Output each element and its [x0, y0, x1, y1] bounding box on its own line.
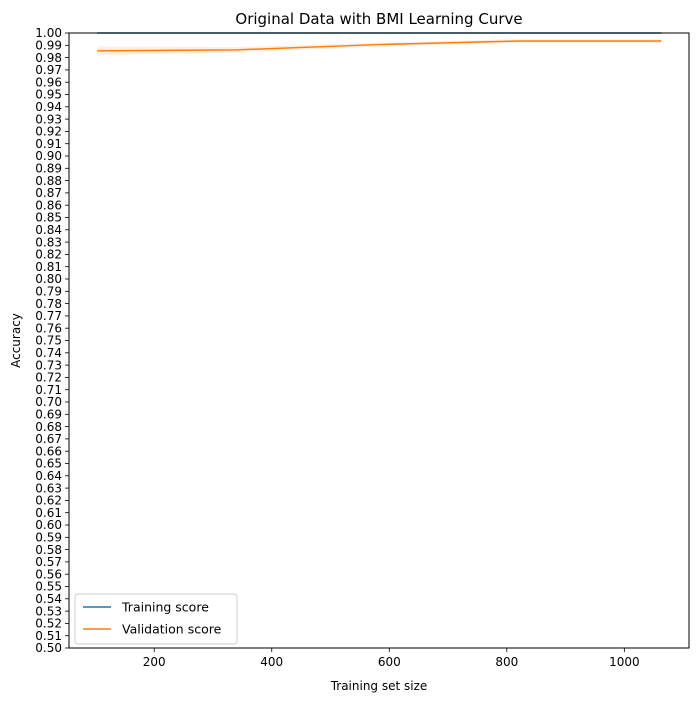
x-tick-label: 200 — [143, 655, 166, 669]
confidence-bands — [97, 39, 662, 56]
y-tick-label: 0.53 — [35, 604, 62, 618]
x-axis-label: Training set size — [330, 679, 428, 693]
validation-score-band — [97, 39, 662, 56]
validation-score-legend-label: Validation score — [122, 622, 222, 637]
y-tick-label: 0.50 — [35, 641, 62, 655]
y-tick-label: 0.88 — [35, 174, 62, 188]
y-tick-label: 0.52 — [35, 617, 62, 631]
y-tick-label: 0.98 — [35, 51, 62, 65]
y-tick-label: 0.55 — [35, 580, 62, 594]
y-tick-label: 0.97 — [35, 63, 62, 77]
y-tick-label: 0.70 — [35, 395, 62, 409]
y-tick-label: 0.68 — [35, 420, 62, 434]
y-tick-label: 0.60 — [35, 518, 62, 532]
x-tick-label: 400 — [260, 655, 283, 669]
y-tick-label: 0.94 — [35, 100, 62, 114]
validation-score-line — [97, 40, 662, 52]
x-tick-label: 1000 — [609, 655, 640, 669]
y-tick-label: 0.58 — [35, 543, 62, 557]
y-tick-label: 0.66 — [35, 444, 62, 458]
y-tick-label: 0.92 — [35, 125, 62, 139]
y-tick-label: 0.79 — [35, 285, 62, 299]
legend-box — [74, 593, 238, 645]
y-tick-label: 0.81 — [35, 260, 62, 274]
y-tick-label: 0.57 — [35, 555, 62, 569]
plot-frame — [68, 32, 690, 649]
y-tick-label: 0.84 — [35, 223, 62, 237]
y-tick-label: 0.71 — [35, 383, 62, 397]
y-tick-label: 1.00 — [35, 26, 62, 40]
y-tick-label: 0.61 — [35, 506, 62, 520]
y-tick-label: 0.67 — [35, 432, 62, 446]
y-tick-label: 0.91 — [35, 137, 62, 151]
y-tick-label: 0.64 — [35, 469, 62, 483]
y-tick-label: 0.56 — [35, 567, 62, 581]
x-axis-ticks: 200 400 600 800 1000 — [143, 648, 640, 669]
x-tick-label: 600 — [378, 655, 401, 669]
legend: Training score Validation score — [74, 593, 238, 645]
y-tick-label: 0.99 — [35, 39, 62, 53]
y-tick-label: 0.96 — [35, 75, 62, 89]
y-tick-label: 0.77 — [35, 309, 62, 323]
y-tick-label: 0.72 — [35, 371, 62, 385]
y-tick-label: 0.73 — [35, 358, 62, 372]
y-tick-label: 0.89 — [35, 162, 62, 176]
y-tick-label: 0.69 — [35, 408, 62, 422]
y-axis-ticks: 0.500.510.520.530.540.550.560.570.580.59… — [35, 26, 69, 655]
y-axis-label: Accuracy — [9, 313, 23, 368]
y-tick-label: 0.76 — [35, 321, 62, 335]
y-tick-label: 0.85 — [35, 211, 62, 225]
y-tick-label: 0.93 — [35, 112, 62, 126]
y-tick-label: 0.65 — [35, 457, 62, 471]
y-tick-label: 0.59 — [35, 531, 62, 545]
y-tick-label: 0.74 — [35, 346, 62, 360]
y-tick-label: 0.86 — [35, 198, 62, 212]
y-tick-label: 0.54 — [35, 592, 62, 606]
y-tick-label: 0.82 — [35, 248, 62, 262]
y-tick-label: 0.51 — [35, 629, 62, 643]
chart-title: Original Data with BMI Learning Curve — [235, 10, 522, 28]
y-tick-label: 0.87 — [35, 186, 62, 200]
training-score-legend-label: Training score — [121, 600, 209, 615]
y-tick-label: 0.83 — [35, 235, 62, 249]
y-tick-label: 0.95 — [35, 88, 62, 102]
y-tick-label: 0.75 — [35, 334, 62, 348]
x-tick-label: 800 — [495, 655, 518, 669]
y-tick-label: 0.62 — [35, 494, 62, 508]
y-tick-label: 0.78 — [35, 297, 62, 311]
y-tick-label: 0.90 — [35, 149, 62, 163]
y-tick-label: 0.80 — [35, 272, 62, 286]
y-tick-label: 0.63 — [35, 481, 62, 495]
